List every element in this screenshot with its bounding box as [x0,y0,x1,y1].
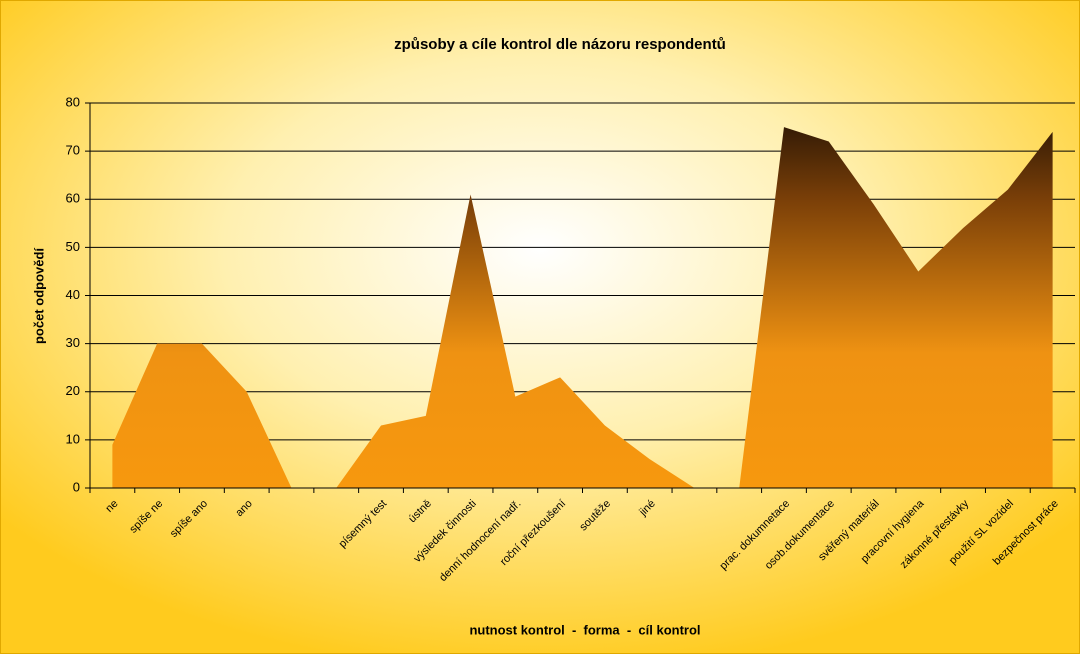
y-tick-label: 40 [66,287,80,302]
chart-title: způsoby a cíle kontrol dle názoru respon… [394,36,726,53]
y-tick-label: 50 [66,239,80,254]
area [112,127,1053,488]
y-tick-label: 20 [66,383,80,398]
y-tick-label: 30 [66,335,80,350]
y-tick-label: 80 [66,94,80,109]
x-axis-title: nutnost kontrol - forma - cíl kontrol [469,622,700,637]
y-axis-title: počet odpovědí [31,248,46,344]
y-tick-label: 0 [73,479,80,494]
y-tick-label: 70 [66,143,80,158]
y-tick-label: 60 [66,191,80,206]
y-tick-label: 10 [66,431,80,446]
